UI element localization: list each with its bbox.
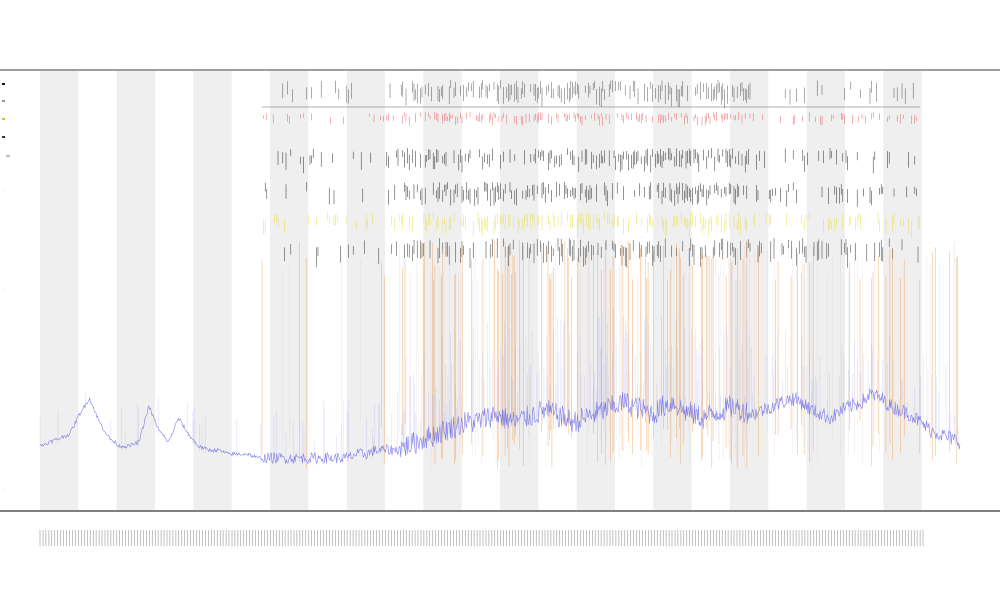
legend-swatch-2 — [2, 100, 5, 102]
legend-swatch-1 — [2, 83, 5, 85]
y-axis — [4, 189, 5, 491]
shaded-band — [883, 71, 922, 510]
annotation-tracks — [263, 80, 920, 269]
shaded-band — [576, 71, 615, 510]
shaded-band — [40, 71, 79, 510]
shaded-band — [653, 71, 692, 510]
shaded-band — [193, 71, 232, 510]
legend-swatch-4 — [2, 136, 5, 138]
shaded-band — [270, 71, 309, 510]
vertical-marker-lines — [261, 240, 958, 470]
shaded-band — [806, 71, 845, 510]
x-axis-tick-labels — [39, 530, 924, 546]
shaded-band — [116, 71, 155, 510]
legend — [2, 83, 10, 157]
shaded-band — [346, 71, 385, 510]
shaded-band — [730, 71, 769, 510]
signal-line — [39, 388, 961, 465]
alternating-bands — [40, 71, 922, 510]
legend-swatch-3 — [2, 118, 5, 120]
